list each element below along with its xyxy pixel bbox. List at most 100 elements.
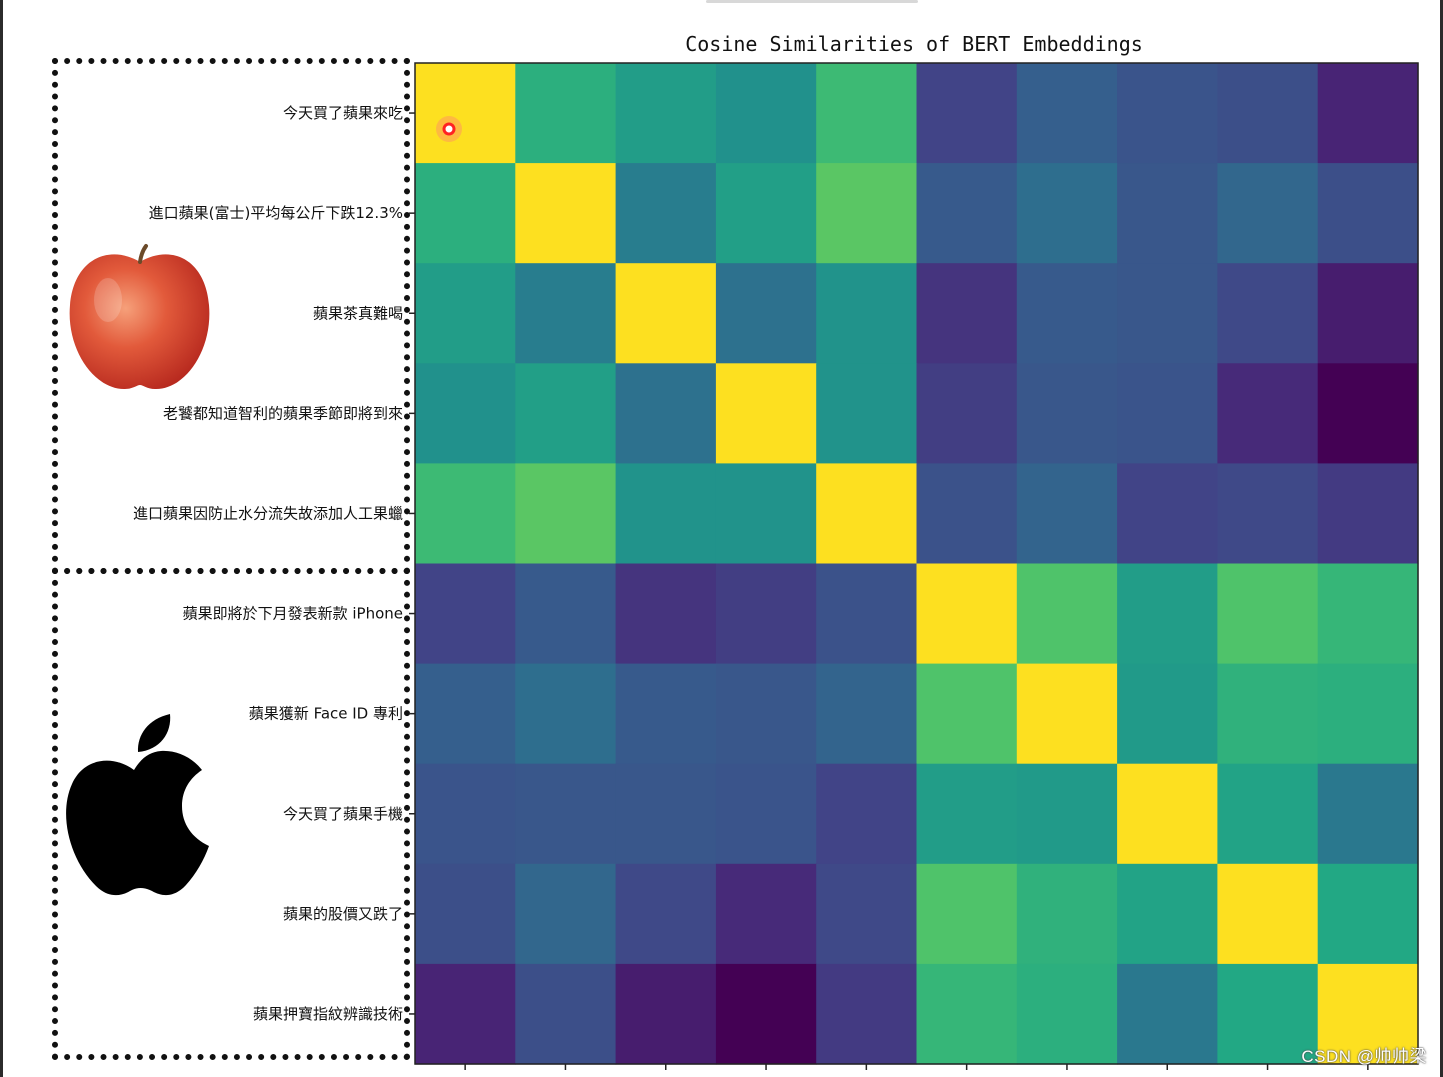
heatmap-cell [515, 663, 617, 765]
heatmap-cell [415, 563, 516, 665]
heatmap-cell [715, 663, 817, 765]
heatmap-cell [515, 463, 617, 565]
heatmap-cell [715, 263, 817, 364]
heatmap-cell [415, 863, 516, 965]
top-scrollbar[interactable] [706, 0, 918, 3]
heatmap-cell [515, 863, 617, 965]
heatmap-cell [615, 863, 717, 965]
heatmap-cell [1317, 463, 1419, 565]
chart-title: Cosine Similarities of BERT Embeddings [685, 32, 1143, 56]
heatmap-cell [916, 763, 1018, 865]
heatmap-cell [816, 963, 918, 1065]
heatmap-cell [1317, 363, 1419, 464]
heatmap-cell [715, 463, 817, 565]
heatmap-cell [515, 263, 617, 364]
heatmap-cell [715, 763, 817, 865]
heatmap-cell [615, 363, 717, 464]
heatmap-cell [1317, 763, 1419, 865]
row-label: 蘋果獲新 Face ID 專利 [249, 705, 403, 723]
row-label: 進口蘋果因防止水分流失故添加人工果蠟 [133, 504, 403, 522]
heatmap-cell [916, 563, 1018, 665]
row-label: 蘋果的股價又跌了 [283, 905, 403, 923]
heatmap-cell [816, 763, 918, 865]
heatmap-cell [515, 963, 617, 1065]
heatmap-cell [1016, 563, 1118, 665]
heatmap-cell [816, 863, 918, 965]
heatmap-cell [1117, 963, 1218, 1065]
row-label: 老饕都知道智利的蘋果季節即將到來 [163, 404, 403, 422]
heatmap-cell [415, 263, 516, 364]
heatmap-cell [415, 963, 516, 1065]
heatmap-cell [1016, 163, 1118, 264]
watermark: CSDN @帅帅梁 [1301, 1047, 1427, 1066]
heatmap-cell [1217, 363, 1319, 464]
heatmap-cell [1317, 663, 1419, 765]
heatmap-cell [615, 763, 717, 865]
heatmap-cell [1016, 263, 1118, 364]
heatmap-cell [816, 563, 918, 665]
row-label: 蘋果押寶指紋辨識技術 [253, 1005, 403, 1023]
heatmap-cell [816, 463, 918, 565]
heatmap-cell [715, 563, 817, 665]
heatmap-cell [1117, 563, 1218, 665]
heatmap-cell [1217, 463, 1319, 565]
heatmap-cell [715, 963, 817, 1065]
heatmap-cell [1016, 663, 1118, 765]
heatmap-cell [1117, 263, 1218, 364]
heatmap-cell [816, 663, 918, 765]
heatmap-cell [515, 363, 617, 464]
heatmap-cell [515, 163, 617, 264]
cursor-marker-icon [436, 116, 462, 142]
row-label: 進口蘋果(富士)平均每公斤下跌12.3% [149, 204, 403, 222]
heatmap-cell [1117, 663, 1218, 765]
red-apple-icon [69, 244, 210, 390]
heatmap-cell [1217, 563, 1319, 665]
heatmap-cell [1016, 963, 1118, 1065]
heatmap-cell [916, 463, 1018, 565]
heatmap-cell [1117, 463, 1218, 565]
heatmap-cell [1016, 763, 1118, 865]
heatmap-cell [816, 263, 918, 364]
heatmap-cell [916, 263, 1018, 364]
heatmap-cell [615, 463, 717, 565]
heatmap-cell [916, 963, 1018, 1065]
heatmap-cell [916, 863, 1018, 965]
heatmap-cell [1016, 63, 1118, 164]
heatmap-cell [1117, 863, 1218, 965]
heatmap-cells [415, 63, 1419, 1065]
heatmap-cell [916, 63, 1018, 164]
heatmap-cell [615, 163, 717, 264]
heatmap-cell [1217, 763, 1319, 865]
heatmap-cell [715, 163, 817, 264]
heatmap-cell [615, 663, 717, 765]
heatmap-cell [1016, 863, 1118, 965]
heatmap-cell [1317, 163, 1419, 264]
heatmap-cell [515, 763, 617, 865]
heatmap-cell [415, 63, 516, 164]
heatmap-cell [1217, 663, 1319, 765]
heatmap-cell [1217, 263, 1319, 364]
heatmap-cell [1317, 63, 1419, 164]
heatmap-cell [615, 263, 717, 364]
heatmap-cell [916, 663, 1018, 765]
heatmap-cell [916, 163, 1018, 264]
row-label: 蘋果即將於下月發表新款 iPhone [183, 605, 403, 623]
row-label: 蘋果茶真難喝 [313, 304, 403, 322]
cursor-ring [442, 122, 456, 136]
heatmap-cell [415, 763, 516, 865]
heatmap-cell [1317, 563, 1419, 665]
company-group-box [52, 568, 410, 1060]
heatmap-cell [1217, 63, 1319, 164]
x-axis-ticks [464, 1064, 1369, 1070]
heatmap-cell [916, 363, 1018, 464]
heatmap-cell [715, 63, 817, 164]
row-label: 今天買了蘋果來吃 [283, 104, 403, 122]
heatmap-cell [816, 63, 918, 164]
row-label: 今天買了蘋果手機 [283, 805, 403, 823]
heatmap-cell [1117, 63, 1218, 164]
heatmap-cell [1016, 363, 1118, 464]
heatmap-cell [715, 363, 817, 464]
heatmap-cell [1117, 163, 1218, 264]
